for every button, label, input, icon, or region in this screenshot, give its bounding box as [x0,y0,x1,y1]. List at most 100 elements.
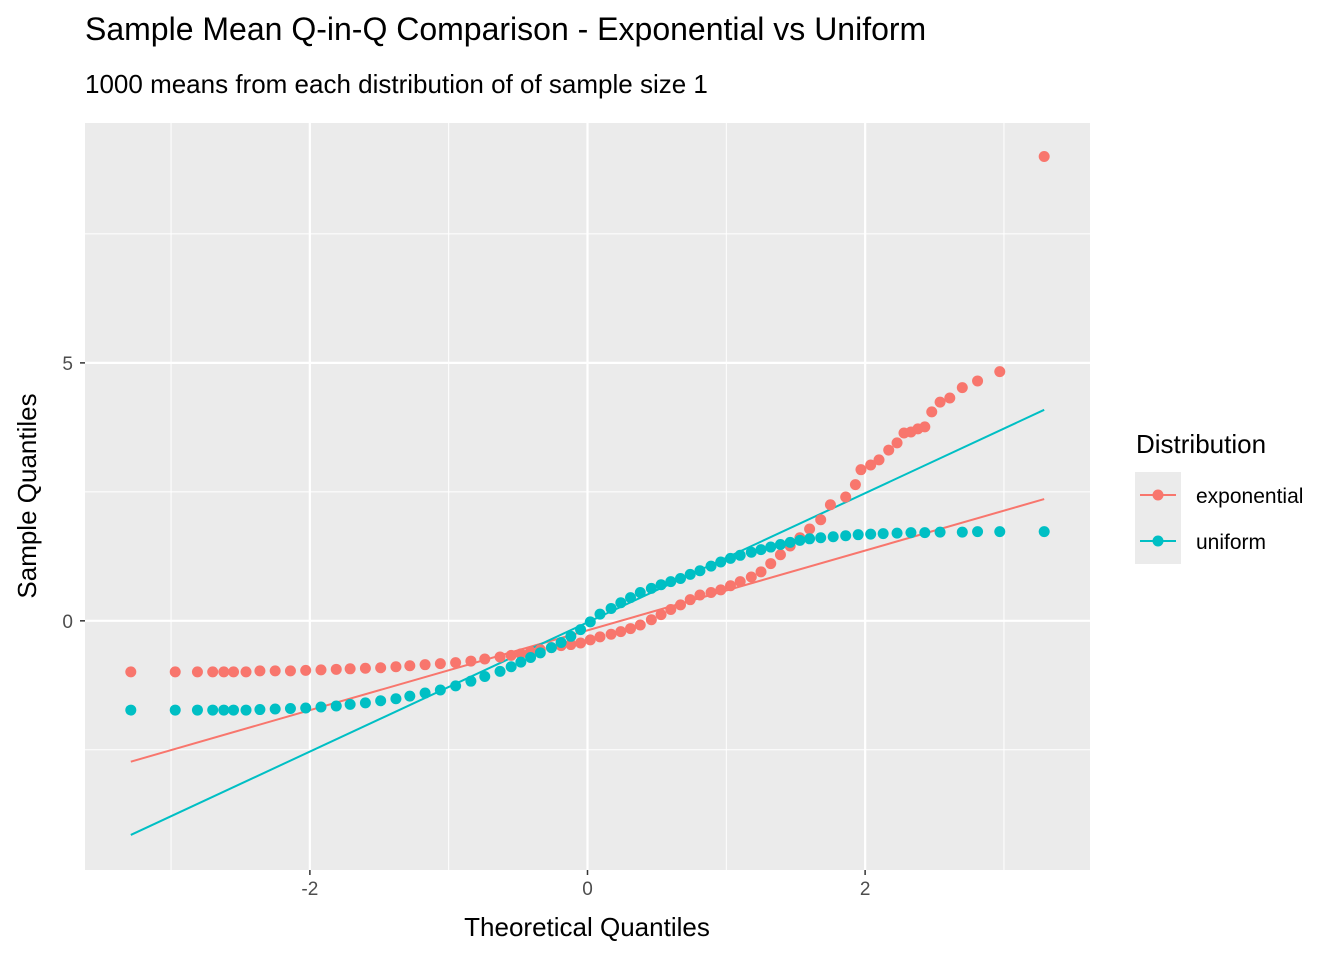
point-exponential [330,663,342,675]
point-uniform [494,665,506,677]
point-exponential [655,609,667,621]
y-tick-label: 0 [62,612,73,633]
point-exponential [855,464,867,476]
point-exponential [755,566,767,578]
point-exponential [450,657,462,669]
point-uniform [784,536,796,548]
point-exponential [724,580,736,592]
chart-subtitle: 1000 means from each distribution of of … [85,69,708,99]
point-uniform [905,527,917,539]
point-uniform [240,704,252,716]
point-uniform [330,700,342,712]
x-tick-label: -2 [301,879,318,900]
point-uniform [645,582,657,594]
point-uniform [300,702,312,714]
chart-title: Sample Mean Q-in-Q Comparison - Exponent… [85,11,926,47]
point-uniform [934,526,946,538]
point-exponential [191,666,203,678]
point-uniform [228,704,240,716]
point-exponential [849,479,861,491]
point-uniform [655,579,667,591]
point-exponential [605,628,617,640]
point-exponential [994,366,1006,378]
point-uniform [994,526,1006,538]
point-exponential [575,637,587,649]
point-exponential [873,454,885,466]
qqline-exponential [130,498,1045,763]
point-uniform [545,642,557,654]
point-uniform [794,534,806,546]
point-exponential [254,665,266,677]
point-exponential [705,586,717,598]
point-uniform [891,527,903,539]
point-uniform [465,675,477,687]
legend-keys-bg [1135,472,1181,564]
point-uniform [877,528,889,540]
point-exponential [926,406,938,418]
point-exponential [207,666,219,678]
legend-label-uniform: uniform [1196,531,1266,554]
point-uniform [715,556,727,568]
point-uniform [605,602,617,614]
legend-key-point-exponential [1152,489,1164,501]
point-uniform [218,704,230,716]
point-uniform [315,701,327,713]
point-uniform [344,698,356,710]
point-uniform [615,597,627,609]
legend: Distribution exponential uniform [1135,429,1303,564]
point-exponential [404,660,416,672]
point-uniform [665,576,677,588]
point-exponential [284,665,296,677]
point-exponential [865,459,877,471]
legend-key-point-uniform [1152,535,1164,547]
point-exponential [479,653,491,665]
point-exponential [315,664,327,676]
point-uniform [765,541,777,553]
point-exponential [565,639,577,651]
point-exponential [734,576,746,588]
point-exponential [774,549,786,561]
y-axis-label: Sample Quantiles [12,393,42,598]
point-exponential [934,396,946,408]
legend-title: Distribution [1136,429,1266,459]
point-uniform [359,697,371,709]
point-exponential [228,666,240,678]
legend-label-exponential: exponential [1196,485,1303,508]
point-uniform [827,531,839,543]
point-uniform [390,693,402,705]
point-uniform [684,568,696,580]
point-exponential [240,666,252,678]
point-exponential [505,649,517,661]
axis-ticks: -2 0 2 0 5 [62,354,870,900]
point-exponential [594,631,606,643]
point-uniform [169,704,181,716]
point-exponential [269,665,281,677]
point-uniform [515,656,527,668]
point-uniform [919,527,931,539]
point-uniform [865,528,877,540]
point-exponential [218,666,230,678]
point-uniform [191,704,203,716]
point-uniform [694,565,706,577]
point-exponential [584,634,596,646]
point-exponential [434,658,446,670]
point-uniform [534,647,546,659]
point-exponential [919,421,931,433]
point-uniform [840,530,852,542]
x-tick-label: 0 [582,879,593,900]
point-uniform [804,533,816,545]
point-uniform [675,573,687,585]
point-exponential [494,651,506,663]
point-exponential [615,626,627,638]
point-exponential [694,589,706,601]
point-exponential [465,655,477,667]
point-uniform [1038,526,1050,538]
point-exponential [944,392,956,404]
point-exponential [625,623,637,635]
point-uniform [852,529,864,541]
x-tick-label: 2 [860,879,871,900]
point-exponential [891,437,903,449]
point-exponential [390,661,402,673]
point-uniform [755,544,767,556]
